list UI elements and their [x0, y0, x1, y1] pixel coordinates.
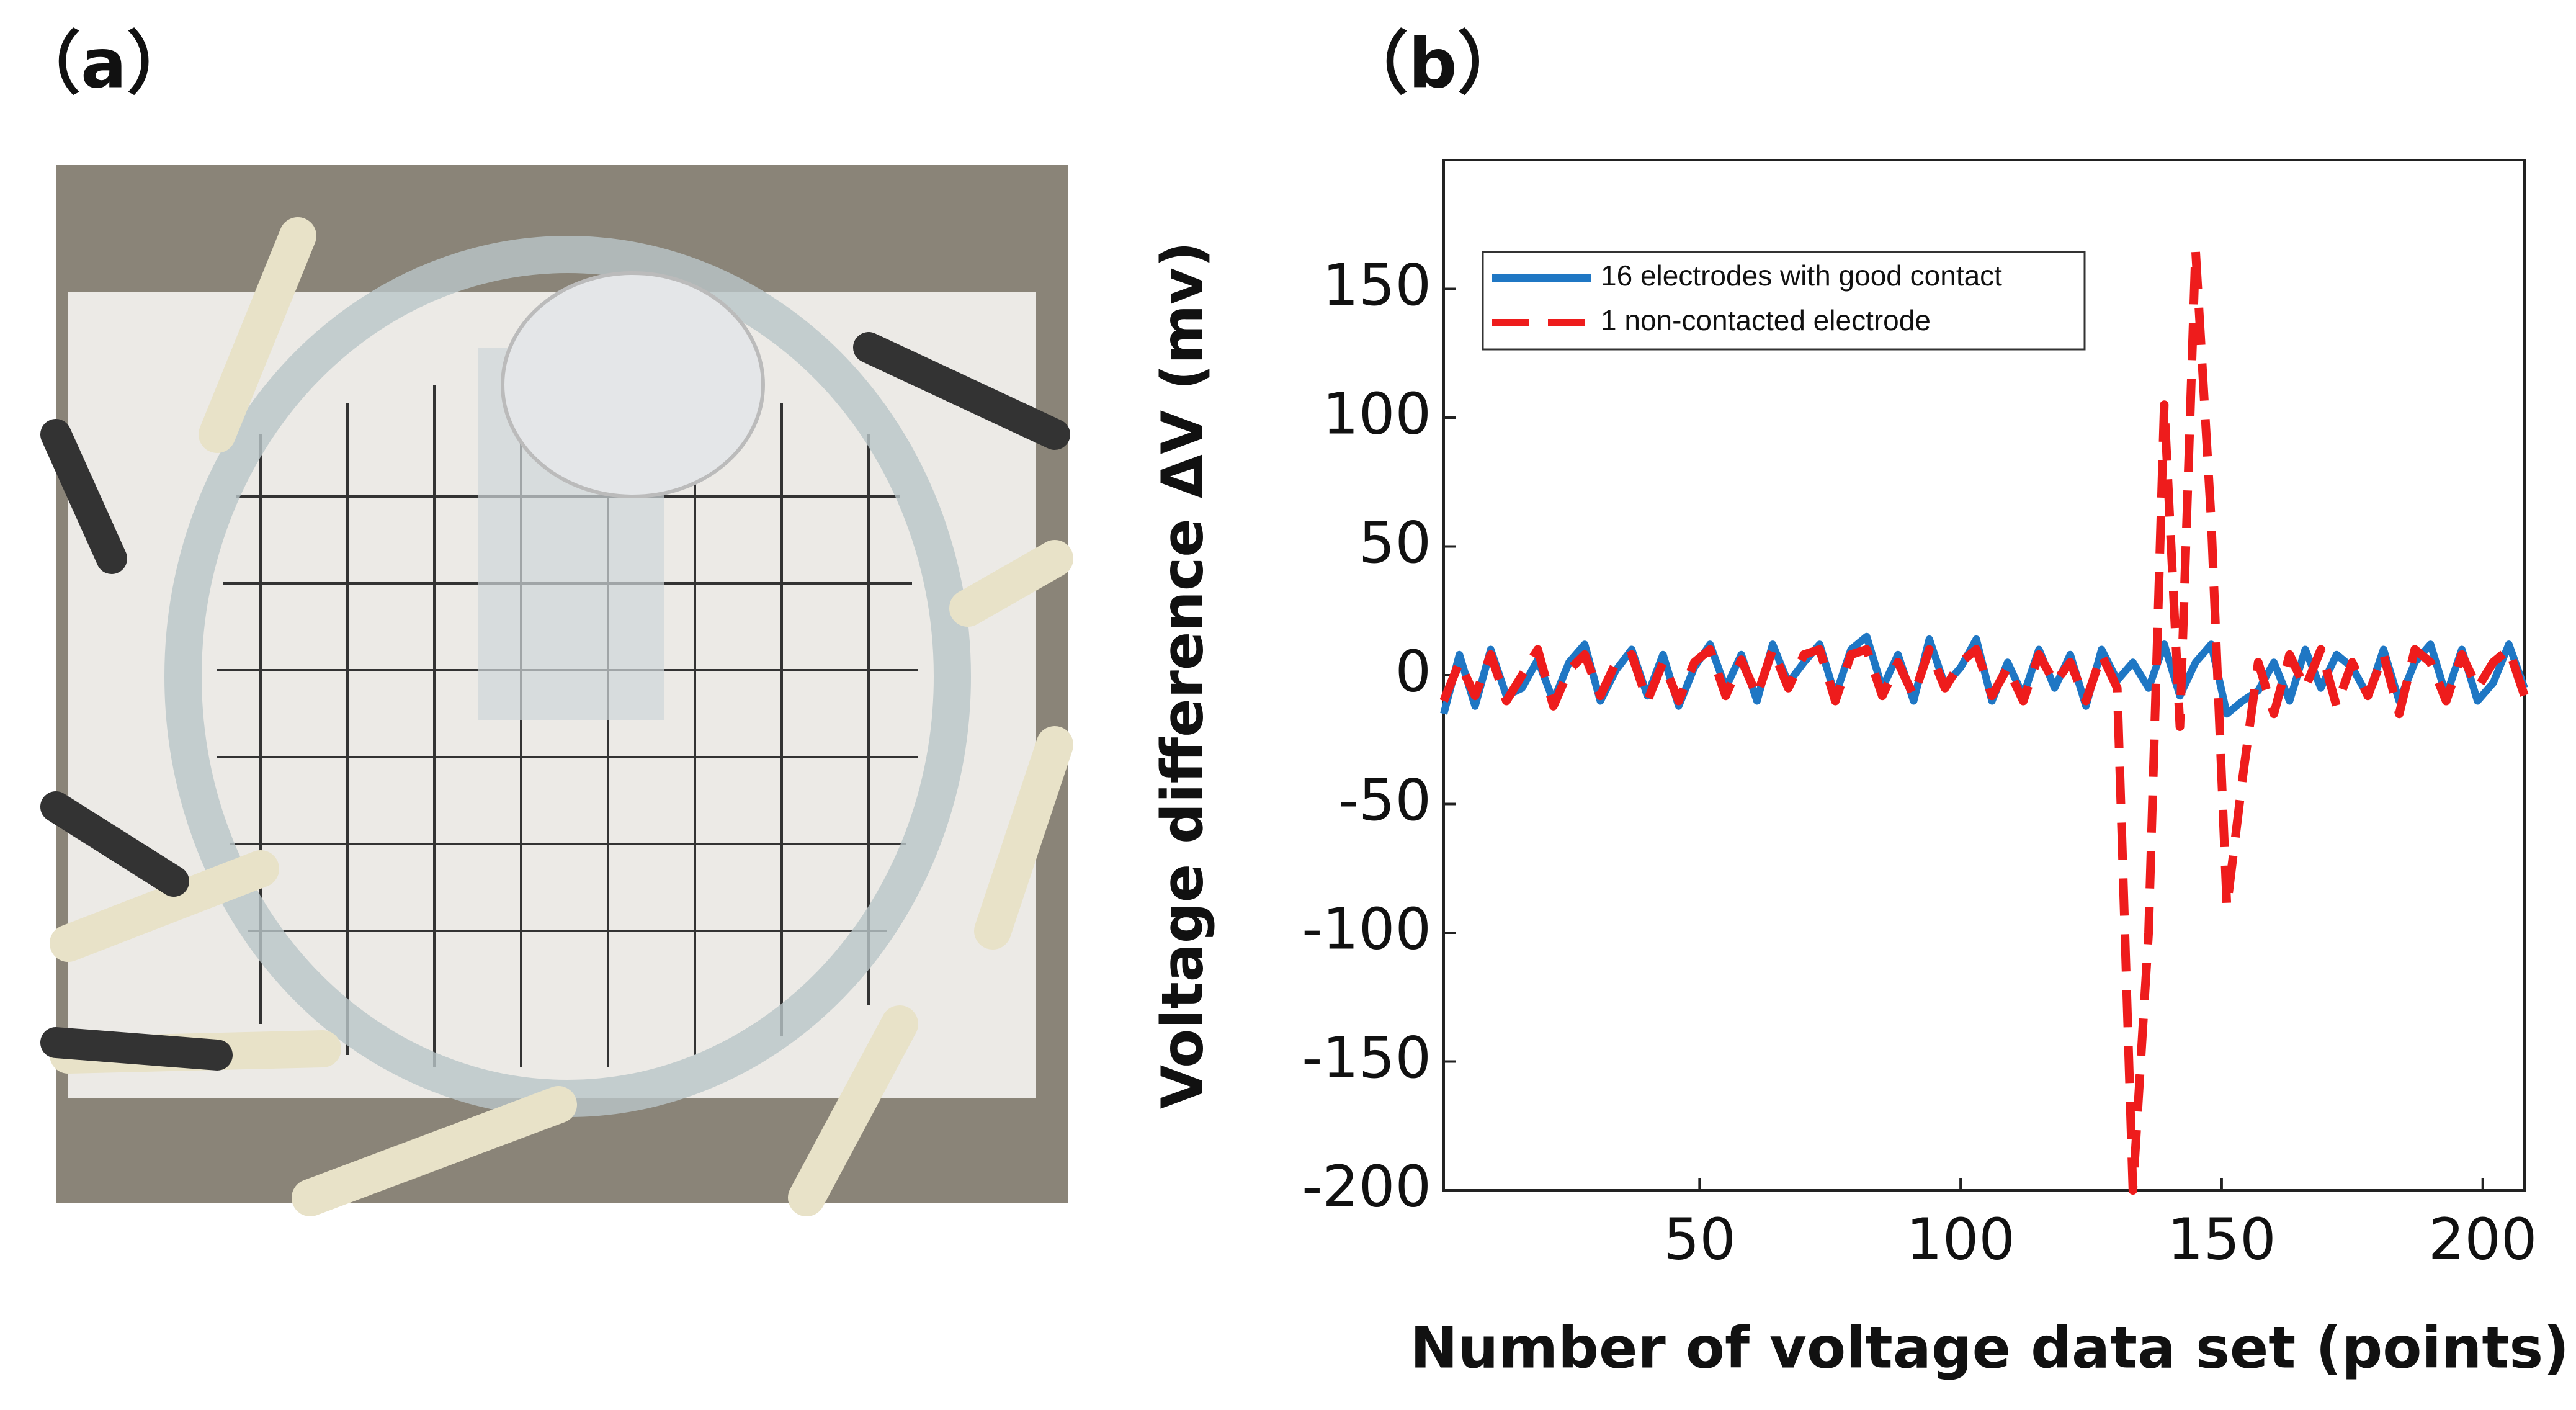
panel-label: （b） — [1340, 24, 1526, 103]
x-tick-label: 150 — [2167, 1206, 2276, 1272]
legend-box — [1482, 251, 2086, 351]
legend-label: 1 non-contacted electrode — [1601, 304, 1931, 336]
legend-label: 16 electrodes with good contact — [1601, 259, 2002, 292]
y-tick-label: -50 — [1338, 767, 1431, 833]
y-tick-label: -150 — [1302, 1025, 1431, 1091]
panel-label: （a） — [12, 24, 195, 103]
y-tick-label: 0 — [1395, 638, 1431, 704]
x-tick-label: 200 — [2428, 1206, 2538, 1272]
y-tick-label: 100 — [1322, 380, 1431, 447]
photo — [40, 165, 1073, 1216]
x-tick-label: 50 — [1663, 1206, 1736, 1272]
y-tick-label: 50 — [1359, 510, 1431, 576]
y-tick-label: -100 — [1302, 896, 1431, 962]
y-tick-label: -200 — [1302, 1153, 1431, 1219]
x-axis-label: Number of voltage data set (points) — [1410, 1314, 2569, 1381]
y-tick-label: 150 — [1322, 252, 1431, 318]
series-line — [1439, 246, 2529, 1195]
x-tick-label: 100 — [1906, 1206, 2015, 1272]
y-axis-label: Voltage difference ΔV (mv) — [1149, 241, 1215, 1109]
